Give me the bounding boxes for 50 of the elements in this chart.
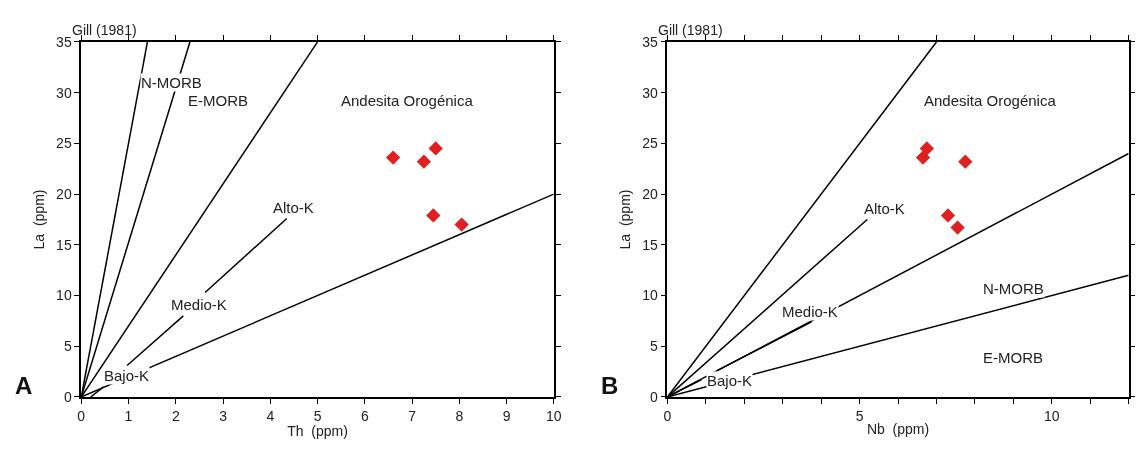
- y-axis-title: La (ppm): [31, 189, 48, 250]
- y-tick-label: 35: [642, 33, 659, 50]
- annotation: N-MORB: [141, 74, 202, 91]
- y-tick-label: 30: [642, 84, 659, 101]
- y-tick-label: 10: [56, 287, 72, 304]
- y-tick-label: 5: [650, 338, 659, 355]
- x-tick-label: 10: [1043, 407, 1060, 424]
- annotation: Medio-K: [782, 303, 838, 320]
- y-tick-label: 5: [63, 338, 72, 355]
- x-tick-label: 0: [77, 407, 86, 424]
- x-tick-label: 2: [171, 407, 180, 424]
- y-tick-label: 20: [642, 186, 659, 202]
- annotation: N-MORB: [983, 280, 1044, 297]
- x-tick-label: 6: [360, 407, 369, 424]
- annotation: Medio-K: [171, 296, 227, 313]
- x-tick-label: 10: [546, 407, 562, 424]
- y-tick-label: 15: [642, 236, 659, 253]
- x-tick-label: 5: [313, 407, 322, 424]
- x-tick-label: 8: [455, 407, 464, 424]
- x-tick-label: 4: [266, 407, 275, 424]
- annotation: E-MORB: [983, 349, 1043, 366]
- y-tick-label: 15: [56, 236, 72, 253]
- y-tick-label: 10: [642, 287, 659, 304]
- x-tick-label: 1: [124, 407, 133, 424]
- annotation: Andesita Orogénica: [341, 92, 474, 109]
- x-tick-label: 9: [502, 407, 511, 424]
- y-tick-label: 0: [63, 388, 72, 405]
- y-tick-label: 0: [650, 388, 659, 405]
- text: Gill (1981): [658, 22, 723, 38]
- annotation: Bajo-K: [707, 372, 753, 389]
- x-tick-label: 0: [663, 407, 672, 424]
- x-tick-label: 3: [219, 407, 228, 424]
- annotation: Andesita Orogénica: [924, 92, 1057, 109]
- y-tick-label: 35: [56, 33, 72, 50]
- text: A: [15, 372, 33, 399]
- y-axis-title: La (ppm): [617, 189, 634, 250]
- x-tick-label: 5: [855, 407, 864, 424]
- annotation: E-MORB: [188, 92, 248, 109]
- annotation: Alto-K: [864, 200, 905, 217]
- annotation: Bajo-K: [104, 367, 150, 384]
- annotation: Alto-K: [273, 199, 314, 216]
- y-tick-label: 25: [642, 135, 659, 152]
- text: Gill (1981): [72, 22, 137, 38]
- x-axis-title: Th (ppm): [287, 423, 348, 440]
- text: B: [601, 372, 619, 399]
- y-tick-label: 20: [56, 186, 72, 202]
- y-tick-label: 30: [56, 84, 72, 101]
- x-tick-label: 7: [408, 407, 417, 424]
- x-axis-title: Nb (ppm): [866, 421, 930, 438]
- y-tick-label: 25: [56, 135, 72, 152]
